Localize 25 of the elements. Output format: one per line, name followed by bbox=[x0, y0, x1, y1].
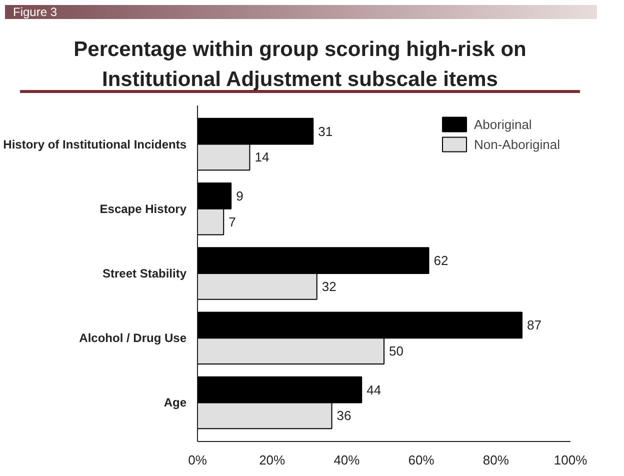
data-label: 9 bbox=[236, 188, 244, 204]
x-tick-label: 60% bbox=[408, 452, 435, 468]
data-label: 31 bbox=[318, 124, 333, 139]
caption: Figure 3 bbox=[13, 5, 58, 19]
data-label: 7 bbox=[228, 214, 236, 230]
legend-label: Aboriginal bbox=[474, 116, 532, 132]
x-tick-label: 20% bbox=[259, 452, 286, 468]
data-label: 87 bbox=[527, 318, 542, 333]
x-tick-label: 0% bbox=[188, 452, 208, 468]
chart-title: Percentage within group scoring high-risk on Institutional Adjustment subscale items bbox=[72, 37, 528, 93]
x-tick-label: 40% bbox=[334, 452, 360, 468]
y-tick-label: Escape History bbox=[100, 202, 187, 216]
data-label: 36 bbox=[336, 408, 352, 424]
data-label: 50 bbox=[389, 344, 404, 359]
data-label: 32 bbox=[322, 278, 336, 294]
data-label: 14 bbox=[254, 150, 270, 165]
y-tick-label: Street Stability bbox=[102, 266, 187, 280]
x-tick-label: 80% bbox=[482, 452, 510, 468]
data-label: 44 bbox=[366, 382, 382, 398]
data-label: 62 bbox=[434, 253, 448, 268]
y-tick-label: History of Institutional Incidents bbox=[3, 137, 187, 152]
legend-label: Non-Aboriginal bbox=[474, 136, 560, 152]
x-tick-label: 100% bbox=[554, 452, 588, 468]
y-tick-label: Alcohol / Drug Use bbox=[79, 331, 187, 346]
y-tick-label: Age bbox=[164, 396, 187, 410]
